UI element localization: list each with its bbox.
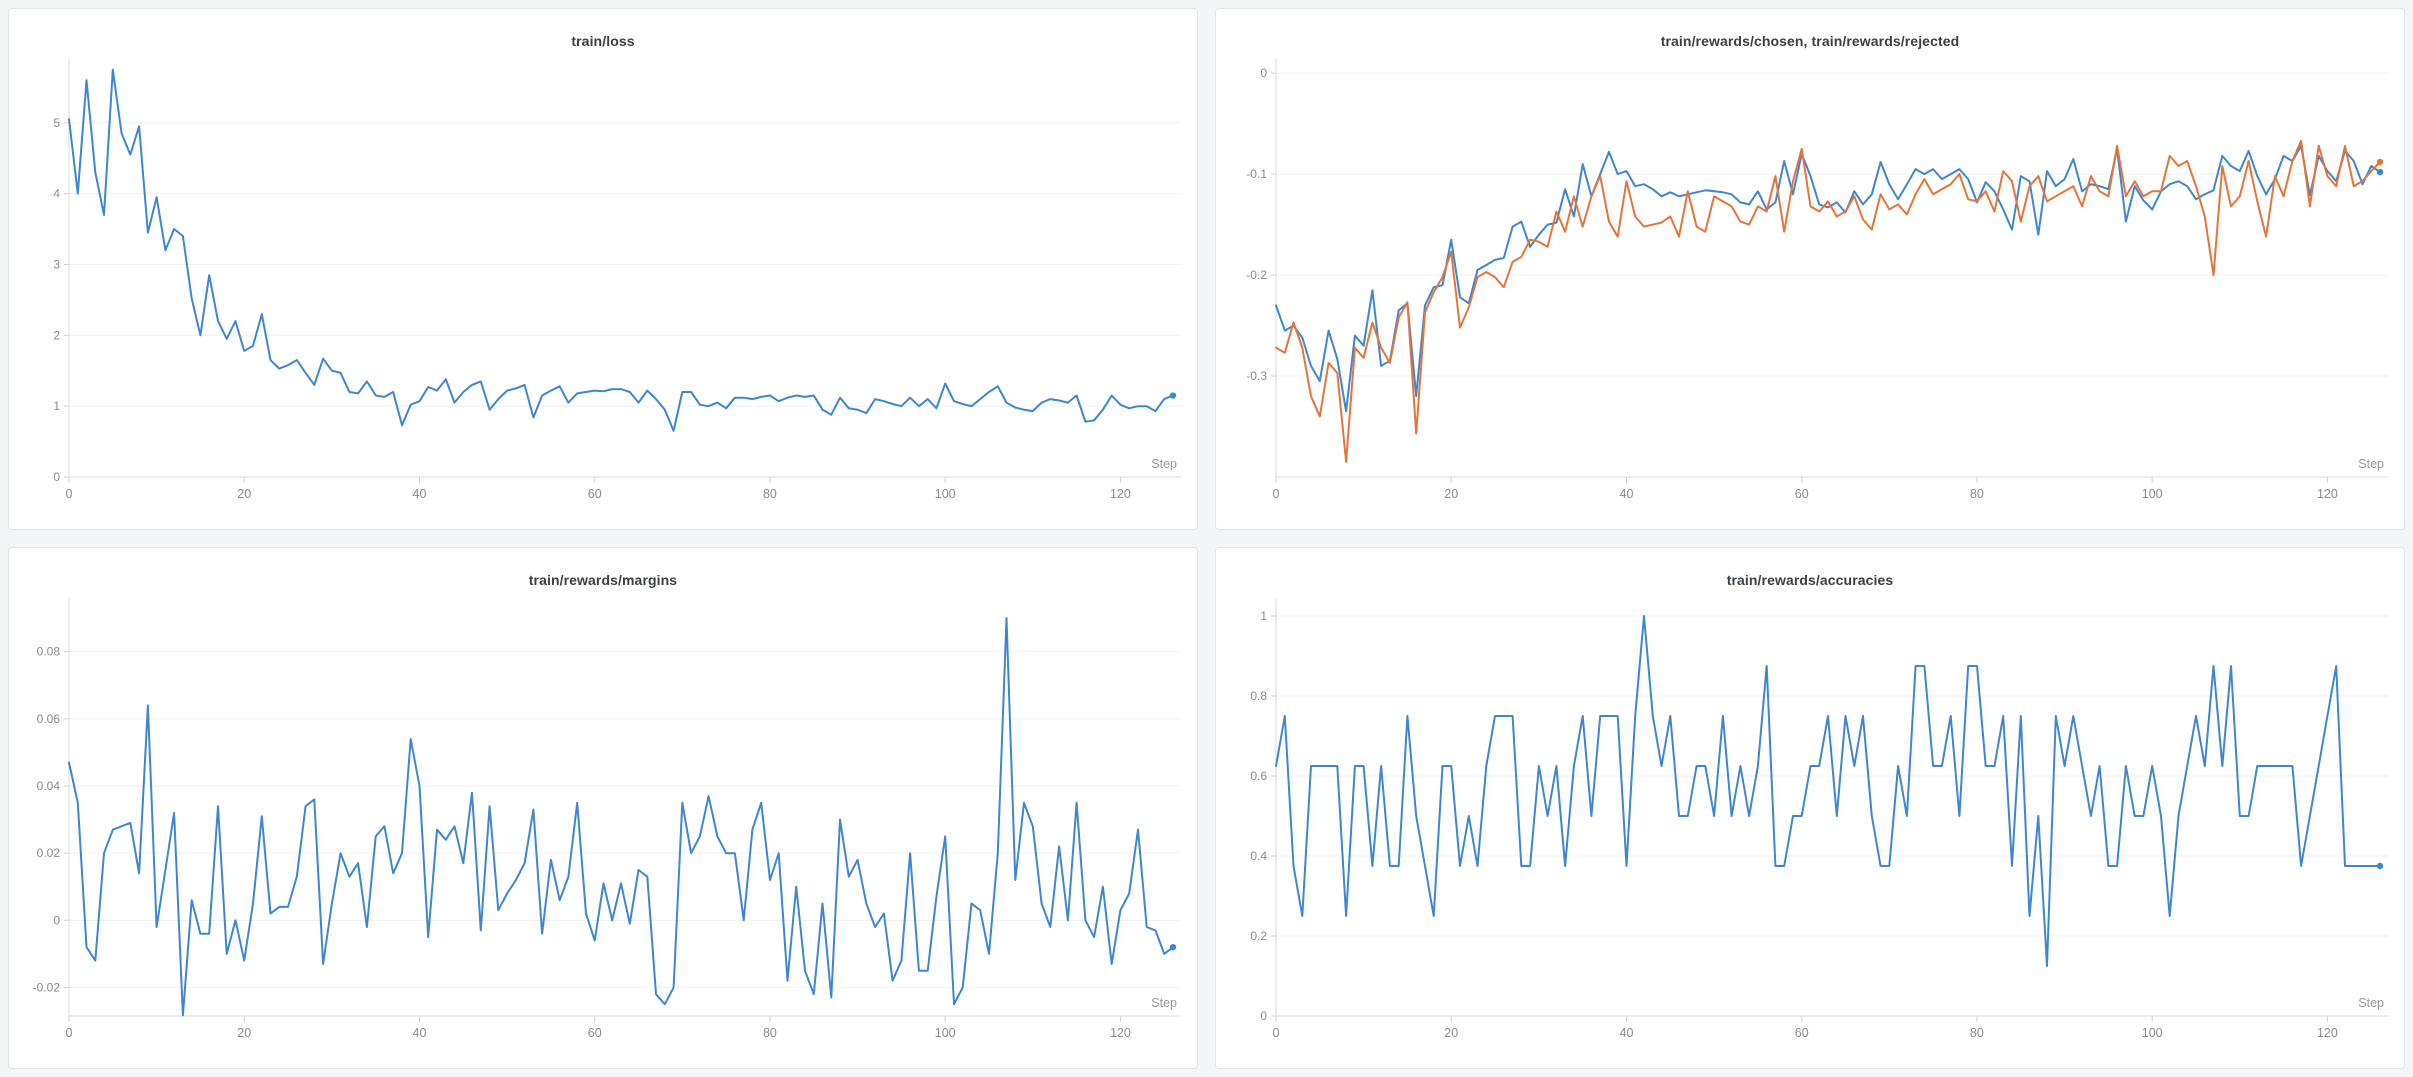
- svg-text:20: 20: [1444, 1026, 1458, 1040]
- svg-text:0.8: 0.8: [1250, 689, 1267, 703]
- svg-text:80: 80: [763, 1026, 777, 1040]
- svg-text:1: 1: [1260, 609, 1267, 623]
- svg-text:0: 0: [66, 1026, 73, 1040]
- svg-text:20: 20: [1444, 487, 1458, 501]
- svg-text:20: 20: [237, 1026, 251, 1040]
- chart-card-rewards-accuracies: 1 0.8 0.6 0.4 0.2 0 0 20 40 60 80 100 120 Step train/…: [1215, 547, 2405, 1069]
- svg-text:60: 60: [1795, 1026, 1809, 1040]
- svg-text:20: 20: [237, 487, 251, 501]
- svg-text:0.02: 0.02: [37, 846, 61, 860]
- svg-text:Step: Step: [2358, 996, 2384, 1010]
- svg-text:0: 0: [1273, 487, 1280, 501]
- svg-text:-0.02: -0.02: [33, 980, 61, 994]
- svg-text:Step: Step: [2358, 457, 2384, 471]
- svg-text:4: 4: [53, 187, 60, 201]
- rewards-margins-plot[interactable]: 0.08 0.06 0.04 0.02 0 -0.02 0 20 40 60 80 100 120 Ste…: [9, 548, 1198, 1069]
- chart-title-train-loss: train/loss: [571, 33, 635, 49]
- svg-text:0: 0: [1260, 66, 1267, 80]
- svg-text:120: 120: [1110, 1026, 1131, 1040]
- svg-text:1: 1: [53, 399, 60, 413]
- svg-text:-0.2: -0.2: [1246, 268, 1267, 282]
- svg-text:100: 100: [935, 1026, 956, 1040]
- svg-text:0.6: 0.6: [1250, 769, 1267, 783]
- rewards-accuracies-plot[interactable]: 1 0.8 0.6 0.4 0.2 00 20 40 60 80 100 120 Step: [1216, 548, 2405, 1069]
- svg-text:100: 100: [935, 487, 956, 501]
- chart-title-rewards-chosen-rejected: train/rewards/chosen, train/rewards/reje…: [1660, 33, 1960, 49]
- svg-text:2: 2: [53, 328, 60, 342]
- chart-card-train-loss: 0 1 2 3 4 5 0 20 40 60 80 100 120 Step train/loss: [8, 8, 1198, 530]
- svg-text:80: 80: [1970, 487, 1984, 501]
- svg-text:0: 0: [53, 913, 60, 927]
- chart-card-rewards-chosen-rejected: 0 -0.1 -0.2 -0.3 0 20 40 60 80 100 120 Step train/r…: [1215, 8, 2405, 530]
- svg-text:0.08: 0.08: [37, 645, 61, 659]
- svg-text:0.2: 0.2: [1250, 929, 1267, 943]
- svg-text:0: 0: [1273, 1026, 1280, 1040]
- svg-text:80: 80: [1970, 1026, 1984, 1040]
- svg-text:120: 120: [2317, 1026, 2338, 1040]
- svg-text:0: 0: [66, 487, 73, 501]
- svg-text:0: 0: [53, 470, 60, 484]
- svg-text:120: 120: [2317, 487, 2338, 501]
- svg-text:3: 3: [53, 257, 60, 271]
- chart-title-rewards-margins: train/rewards/margins: [528, 572, 678, 588]
- svg-text:-0.3: -0.3: [1246, 369, 1267, 383]
- svg-text:60: 60: [588, 487, 602, 501]
- rewards-chosen-rejected-plot[interactable]: 0 -0.1 -0.2 -0.3 0 20 40 60 80 100 120 Step: [1216, 9, 2405, 530]
- svg-text:Step: Step: [1151, 457, 1177, 471]
- chart-title-rewards-accuracies: train/rewards/accuracies: [1726, 572, 1894, 588]
- svg-text:80: 80: [763, 487, 777, 501]
- svg-text:-0.1: -0.1: [1246, 167, 1267, 181]
- svg-text:100: 100: [2142, 1026, 2163, 1040]
- svg-text:0.4: 0.4: [1250, 849, 1267, 863]
- svg-text:100: 100: [2142, 487, 2163, 501]
- svg-text:5: 5: [53, 116, 60, 130]
- svg-text:0.06: 0.06: [37, 712, 61, 726]
- train-loss-plot[interactable]: 0 1 2 3 4 5 0 20 40 60 80 100 120 Step: [9, 9, 1198, 530]
- svg-text:60: 60: [1795, 487, 1809, 501]
- svg-text:40: 40: [1620, 1026, 1634, 1040]
- chart-card-rewards-margins: 0.08 0.06 0.04 0.02 0 -0.02 0 20 40 60 80 100 120 Ste…: [8, 547, 1198, 1069]
- svg-text:40: 40: [413, 487, 427, 501]
- svg-text:120: 120: [1110, 487, 1131, 501]
- svg-text:Step: Step: [1151, 996, 1177, 1010]
- svg-text:0: 0: [1260, 1009, 1267, 1023]
- svg-text:40: 40: [1620, 487, 1634, 501]
- svg-text:40: 40: [413, 1026, 427, 1040]
- svg-text:60: 60: [588, 1026, 602, 1040]
- svg-text:0.04: 0.04: [37, 779, 61, 793]
